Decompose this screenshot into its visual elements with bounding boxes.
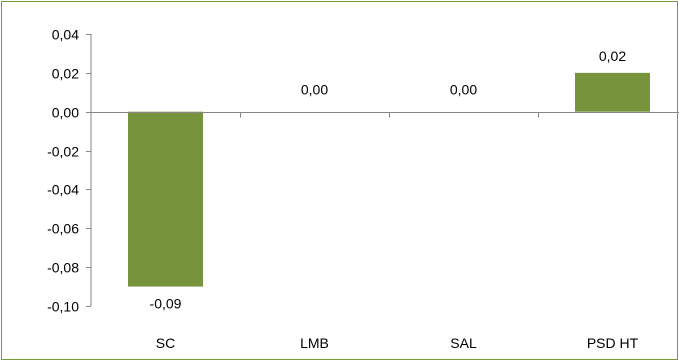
data-label: -0,09 <box>150 296 182 312</box>
y-tick-label: -0,08 <box>47 260 79 276</box>
y-tick-label: 0,02 <box>52 66 79 82</box>
x-category-label: PSD HT <box>587 335 639 351</box>
bar-sc <box>128 111 203 287</box>
bars <box>128 72 650 287</box>
x-axis: SC LMB SAL PSD HT <box>91 112 679 351</box>
y-tick-label: -0,10 <box>47 299 79 315</box>
data-labels: -0,09 0,00 0,00 0,02 <box>150 48 627 312</box>
y-tick-label: -0,02 <box>47 144 79 160</box>
x-category-label: SC <box>156 335 175 351</box>
y-axis: 0,04 0,02 0,00 -0,02 -0,04 -0,06 -0,08 -0,10 <box>47 27 92 315</box>
y-tick-label: -0,06 <box>47 221 79 237</box>
x-category-label: LMB <box>300 335 329 351</box>
data-label: 0,00 <box>450 82 477 98</box>
y-tick-label: 0,04 <box>52 27 79 43</box>
y-tick-label: -0,04 <box>47 182 79 198</box>
data-label: 0,00 <box>301 82 328 98</box>
x-category-label: SAL <box>450 335 477 351</box>
y-tick-label: 0,00 <box>52 105 79 121</box>
bar-psd-ht <box>575 72 650 112</box>
data-label: 0,02 <box>599 48 626 64</box>
